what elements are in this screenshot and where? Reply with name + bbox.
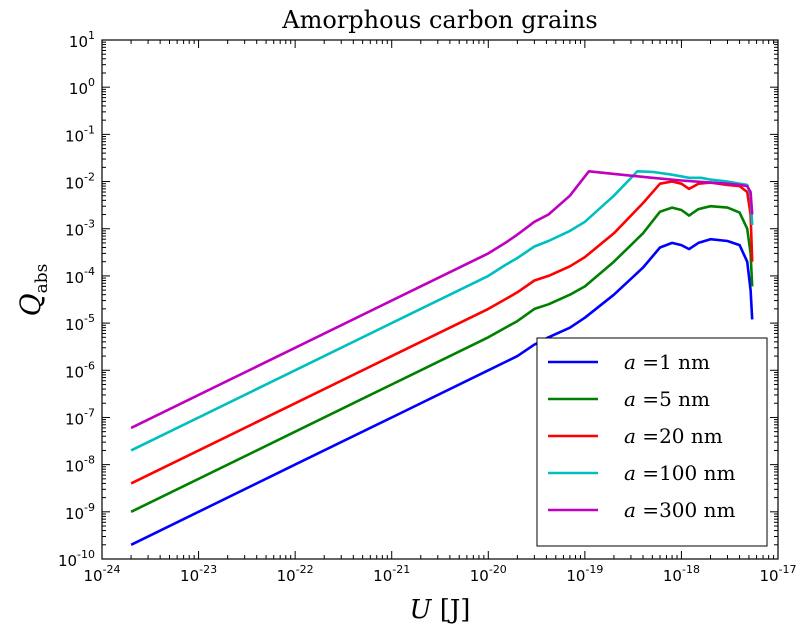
series-layer: [130, 170, 754, 546]
y-tick-label: 10-2: [65, 171, 95, 193]
x-axis-ticks: 10-24 10-23 10-22 10-21 10-20 10-19 10-18 10-17: [83, 40, 797, 585]
x-tick-label: 10-18: [663, 563, 700, 585]
legend-label-4: a =100 nm: [624, 461, 735, 485]
legend-box: [536, 337, 768, 547]
legend-label-3: a =20 nm: [624, 424, 723, 448]
y-tick-label: 10-4: [65, 265, 95, 287]
series-line-2: [130, 204, 754, 513]
y-tick-label: 10-6: [65, 359, 95, 381]
legend-label-1: a =1 nm: [624, 350, 710, 374]
legend-label-5: a =300 nm: [624, 498, 735, 522]
series-line-4: [130, 170, 754, 452]
x-tick-label: 10-21: [373, 563, 410, 585]
x-tick-label: 10-20: [470, 563, 507, 585]
y-tick-label: 10-7: [65, 406, 95, 428]
y-tick-label: 101: [69, 29, 95, 51]
x-axis-label: U [J]: [410, 595, 471, 625]
series-line-5: [130, 170, 754, 430]
y-tick-label: 10-10: [58, 548, 95, 570]
x-tick-label: 10-22: [277, 563, 314, 585]
y-tick-label: 10-9: [65, 501, 95, 523]
chart-title: Amorphous carbon grains: [281, 6, 597, 34]
y-axis-ticks: 10-10 10-9 10-8 10-7 10-6 10-5 10-4 10-3 10-2 10-…: [58, 29, 778, 570]
series-line-1: [130, 237, 754, 546]
plot-frame: [101, 39, 779, 560]
y-tick-label: 10-8: [65, 454, 95, 476]
legend: a =1 nm a =5 nm a =20 nm a =100 nm a =300 nm: [536, 337, 768, 547]
y-tick-label: 10-3: [65, 218, 95, 240]
x-tick-label: 10-19: [566, 563, 603, 585]
y-tick-label: 10-5: [65, 312, 95, 334]
y-tick-label: 10-1: [65, 123, 95, 145]
x-tick-label: 10-24: [83, 563, 120, 585]
y-tick-label: 100: [69, 76, 95, 98]
x-tick-label: 10-23: [180, 563, 217, 585]
legend-label-2: a =5 nm: [624, 387, 710, 411]
x-tick-label: 10-17: [759, 563, 796, 585]
